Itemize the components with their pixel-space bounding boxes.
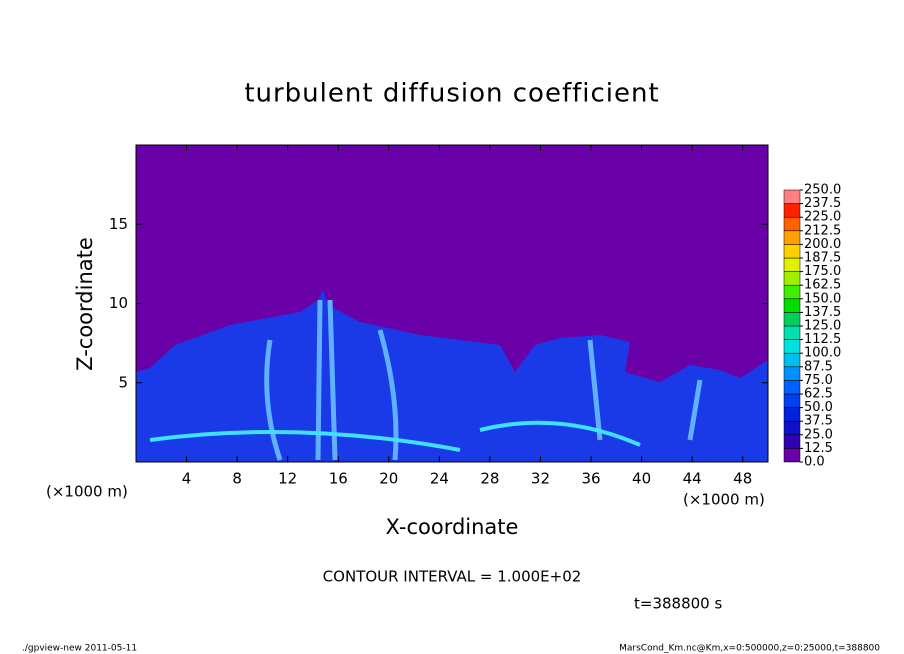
contour-interval: CONTOUR INTERVAL = 1.000E+02 — [323, 568, 582, 586]
colorbar-swatch — [783, 325, 801, 340]
colorbar-label: 162.5 — [804, 278, 841, 293]
y-axis-label: Z-coordinate — [73, 237, 97, 371]
colorbar-label: 187.5 — [804, 251, 841, 266]
footer-left: ./gpview-new 2011-05-11 — [22, 644, 137, 654]
field-streaks — [264, 299, 703, 461]
x-tick-label: 36 — [581, 470, 600, 488]
time-label: t=388800 s — [634, 595, 722, 613]
colorbar-swatch — [783, 271, 801, 286]
colorbar-label: 125.0 — [804, 319, 841, 334]
x-tick-label: 48 — [733, 470, 752, 488]
colorbar-swatch — [783, 244, 801, 259]
y-tick-label: 5 — [118, 373, 128, 391]
colorbar-swatch — [783, 298, 801, 313]
x-tick-label: 16 — [329, 470, 348, 488]
colorbar-swatch — [783, 203, 801, 218]
y-tick-label: 15 — [109, 215, 128, 233]
colorbar-swatch — [783, 380, 801, 395]
colorbar-swatch — [783, 434, 801, 449]
field — [136, 145, 768, 462]
colorbar-label: 12.5 — [804, 441, 833, 456]
colorbar-swatch — [783, 189, 801, 204]
colorbar-swatch — [783, 339, 801, 354]
colorbar-label: 0.0 — [804, 455, 825, 470]
colorbar-label: 37.5 — [804, 414, 833, 429]
colorbar-swatch — [783, 230, 801, 245]
colorbar-swatch — [783, 284, 801, 300]
x-tick-label: 12 — [278, 470, 297, 488]
colorbar-label: 250.0 — [804, 183, 841, 198]
colorbar-swatch — [783, 216, 801, 232]
colorbar-label: 112.5 — [804, 332, 841, 347]
colorbar-label: 62.5 — [804, 387, 833, 402]
colorbar-swatch — [783, 257, 801, 272]
x-unit-label: (×1000 m) — [46, 483, 128, 501]
x-tick-label: 44 — [683, 470, 702, 488]
chart-title: turbulent diffusion coefficient — [244, 79, 659, 109]
x-tick-label: 24 — [430, 470, 449, 488]
colorbar-label: 25.0 — [804, 427, 833, 442]
colorbar-swatch — [783, 407, 801, 422]
x-tick-label: 20 — [379, 470, 398, 488]
x-unit-label: (×1000 m) — [683, 491, 765, 509]
colorbar-label: 175.0 — [804, 264, 841, 279]
colorbar-label: 212.5 — [804, 223, 841, 238]
x-tick-label: 40 — [632, 470, 651, 488]
x-axis-label: X-coordinate — [386, 515, 519, 539]
colorbar-label: 237.5 — [804, 196, 841, 211]
footer-right: MarsCond_Km.nc@Km,x=0:500000,z=0:25000,t… — [619, 644, 880, 654]
x-tick-label: 32 — [531, 470, 550, 488]
x-tick-label: 28 — [480, 470, 499, 488]
turbulent-layer — [136, 290, 768, 462]
colorbar-label: 50.0 — [804, 400, 833, 415]
colorbar-label: 87.5 — [804, 359, 833, 374]
x-tick-label: 4 — [182, 470, 192, 488]
colorbar-swatch — [783, 312, 801, 327]
colorbar-label: 200.0 — [804, 237, 841, 252]
y-tick-label: 10 — [109, 294, 128, 312]
colorbar-swatch — [783, 420, 801, 436]
colorbar-swatch — [783, 366, 801, 381]
colorbar-label: 75.0 — [804, 373, 833, 388]
colorbar-swatch — [783, 393, 801, 408]
colorbar-swatch — [783, 352, 801, 368]
colorbar-label: 150.0 — [804, 291, 841, 306]
colorbar-label: 100.0 — [804, 346, 841, 361]
colorbar-label: 225.0 — [804, 210, 841, 225]
x-tick-label: 8 — [232, 470, 242, 488]
colorbar-swatch — [783, 448, 801, 463]
colorbar-label: 137.5 — [804, 305, 841, 320]
field-streaks — [149, 420, 641, 452]
